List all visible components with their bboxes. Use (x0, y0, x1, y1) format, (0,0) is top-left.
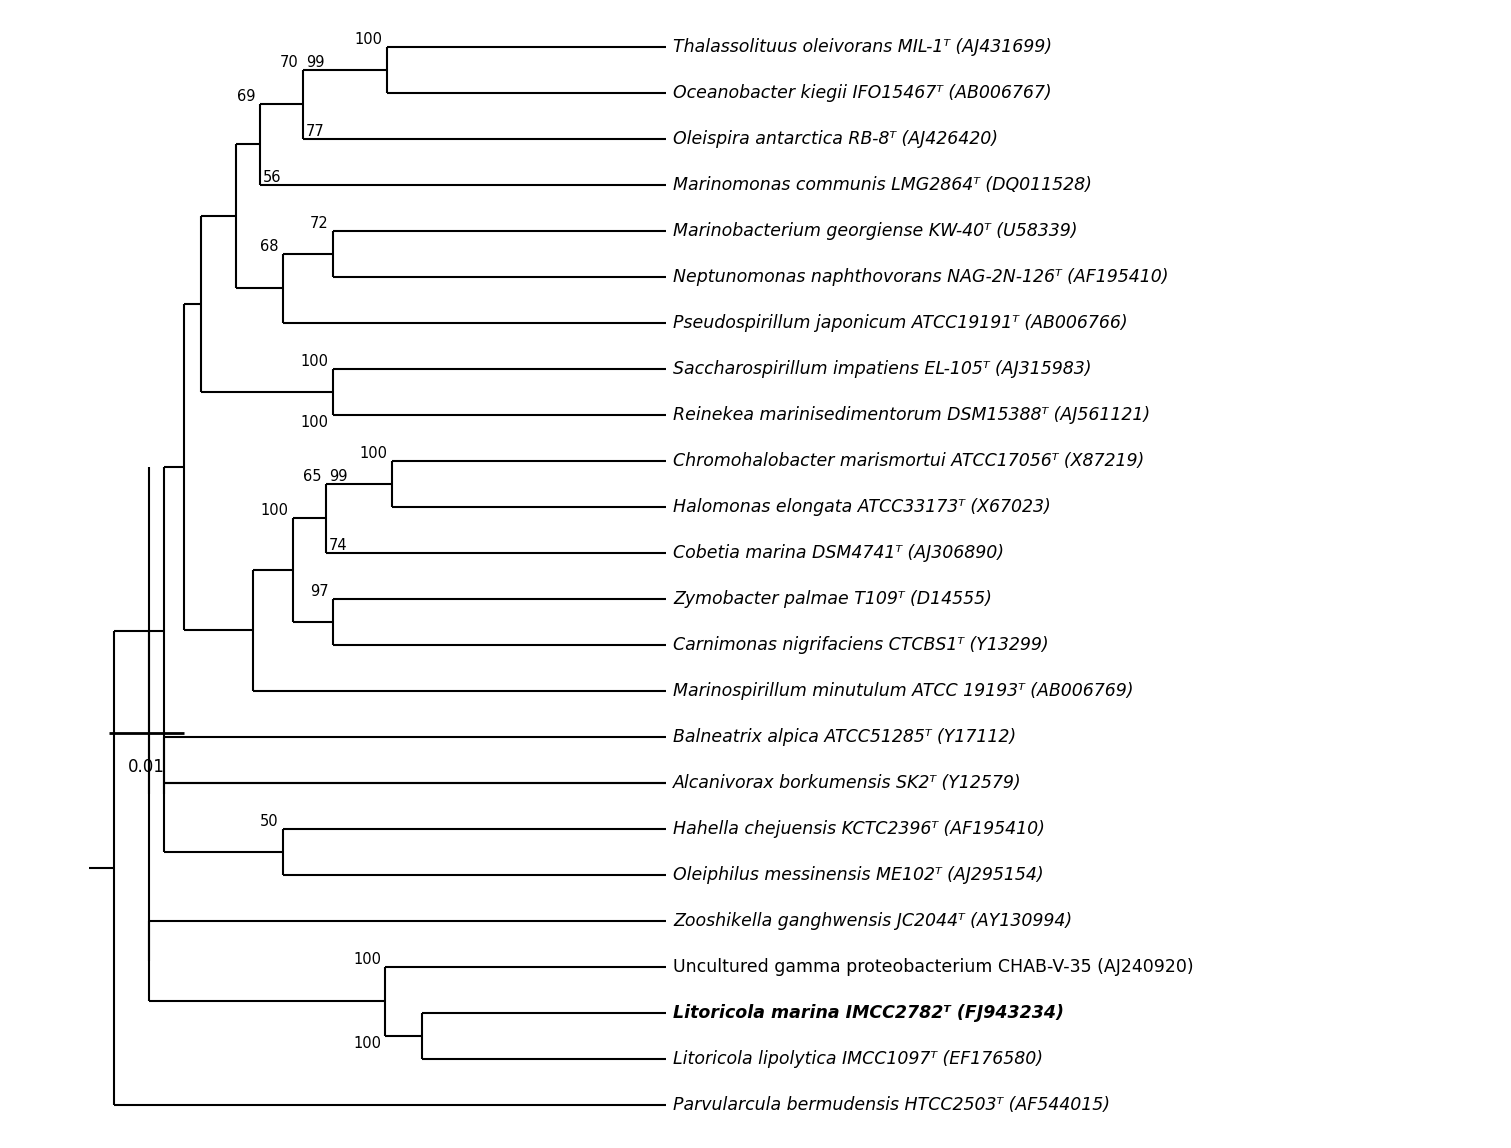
Text: Carnimonas nigrifaciens CTCBS1ᵀ (Y13299): Carnimonas nigrifaciens CTCBS1ᵀ (Y13299) (674, 636, 1049, 653)
Text: Hahella chejuensis KCTC2396ᵀ (AF195410): Hahella chejuensis KCTC2396ᵀ (AF195410) (674, 820, 1046, 838)
Text: Litoricola lipolytica IMCC1097ᵀ (EF176580): Litoricola lipolytica IMCC1097ᵀ (EF17658… (674, 1049, 1043, 1068)
Text: 0.01: 0.01 (128, 758, 165, 776)
Text: 68: 68 (260, 239, 278, 254)
Text: Balneatrix alpica ATCC51285ᵀ (Y17112): Balneatrix alpica ATCC51285ᵀ (Y17112) (674, 728, 1017, 746)
Text: Neptunomonas naphthovorans NAG-2N-126ᵀ (AF195410): Neptunomonas naphthovorans NAG-2N-126ᵀ (… (674, 267, 1168, 286)
Text: Marinobacterium georgiense KW-40ᵀ (U58339): Marinobacterium georgiense KW-40ᵀ (U5833… (674, 222, 1077, 240)
Text: 100: 100 (360, 445, 388, 460)
Text: 100: 100 (260, 503, 289, 518)
Text: Oleiphilus messinensis ME102ᵀ (AJ295154): Oleiphilus messinensis ME102ᵀ (AJ295154) (674, 866, 1044, 884)
Text: 100: 100 (354, 952, 381, 967)
Text: 77: 77 (305, 124, 325, 139)
Text: Marinospirillum minutulum ATCC 19193ᵀ (AB006769): Marinospirillum minutulum ATCC 19193ᵀ (A… (674, 682, 1133, 700)
Text: 99: 99 (329, 468, 348, 483)
Text: Cobetia marina DSM4741ᵀ (AJ306890): Cobetia marina DSM4741ᵀ (AJ306890) (674, 544, 1005, 561)
Text: Pseudospirillum japonicum ATCC19191ᵀ (AB006766): Pseudospirillum japonicum ATCC19191ᵀ (AB… (674, 313, 1127, 332)
Text: 100: 100 (301, 354, 328, 369)
Text: 69: 69 (237, 90, 255, 104)
Text: 100: 100 (301, 414, 328, 429)
Text: 74: 74 (329, 537, 348, 552)
Text: 100: 100 (355, 32, 382, 47)
Text: Marinomonas communis LMG2864ᵀ (DQ011528): Marinomonas communis LMG2864ᵀ (DQ011528) (674, 176, 1092, 194)
Text: Chromohalobacter marismortui ATCC17056ᵀ (X87219): Chromohalobacter marismortui ATCC17056ᵀ … (674, 451, 1144, 470)
Text: Saccharospirillum impatiens EL-105ᵀ (AJ315983): Saccharospirillum impatiens EL-105ᵀ (AJ3… (674, 359, 1091, 378)
Text: 65: 65 (302, 468, 322, 483)
Text: Oceanobacter kiegii IFO15467ᵀ (AB006767): Oceanobacter kiegii IFO15467ᵀ (AB006767) (674, 84, 1052, 102)
Text: Halomonas elongata ATCC33173ᵀ (X67023): Halomonas elongata ATCC33173ᵀ (X67023) (674, 498, 1052, 515)
Text: Zooshikella ganghwensis JC2044ᵀ (AY130994): Zooshikella ganghwensis JC2044ᵀ (AY13099… (674, 912, 1073, 930)
Text: 72: 72 (310, 216, 328, 231)
Text: 50: 50 (260, 814, 278, 829)
Text: 99: 99 (305, 55, 325, 70)
Text: Thalassolituus oleivorans MIL-1ᵀ (AJ431699): Thalassolituus oleivorans MIL-1ᵀ (AJ4316… (674, 38, 1052, 55)
Text: Parvularcula bermudensis HTCC2503ᵀ (AF544015): Parvularcula bermudensis HTCC2503ᵀ (AF54… (674, 1095, 1111, 1114)
Text: Reinekea marinisedimentorum DSM15388ᵀ (AJ561121): Reinekea marinisedimentorum DSM15388ᵀ (A… (674, 405, 1150, 424)
Text: Oleispira antarctica RB-8ᵀ (AJ426420): Oleispira antarctica RB-8ᵀ (AJ426420) (674, 130, 999, 148)
Text: Litoricola marina IMCC2782ᵀ (FJ943234): Litoricola marina IMCC2782ᵀ (FJ943234) (674, 1003, 1064, 1022)
Text: 97: 97 (310, 583, 328, 599)
Text: Uncultured gamma proteobacterium CHAB-V-35 (AJ240920): Uncultured gamma proteobacterium CHAB-V-… (674, 957, 1194, 976)
Text: 100: 100 (354, 1035, 381, 1050)
Text: 70: 70 (280, 55, 299, 70)
Text: Zymobacter palmae T109ᵀ (D14555): Zymobacter palmae T109ᵀ (D14555) (674, 590, 993, 607)
Text: Alcanivorax borkumensis SK2ᵀ (Y12579): Alcanivorax borkumensis SK2ᵀ (Y12579) (674, 774, 1021, 792)
Text: 56: 56 (263, 170, 281, 185)
